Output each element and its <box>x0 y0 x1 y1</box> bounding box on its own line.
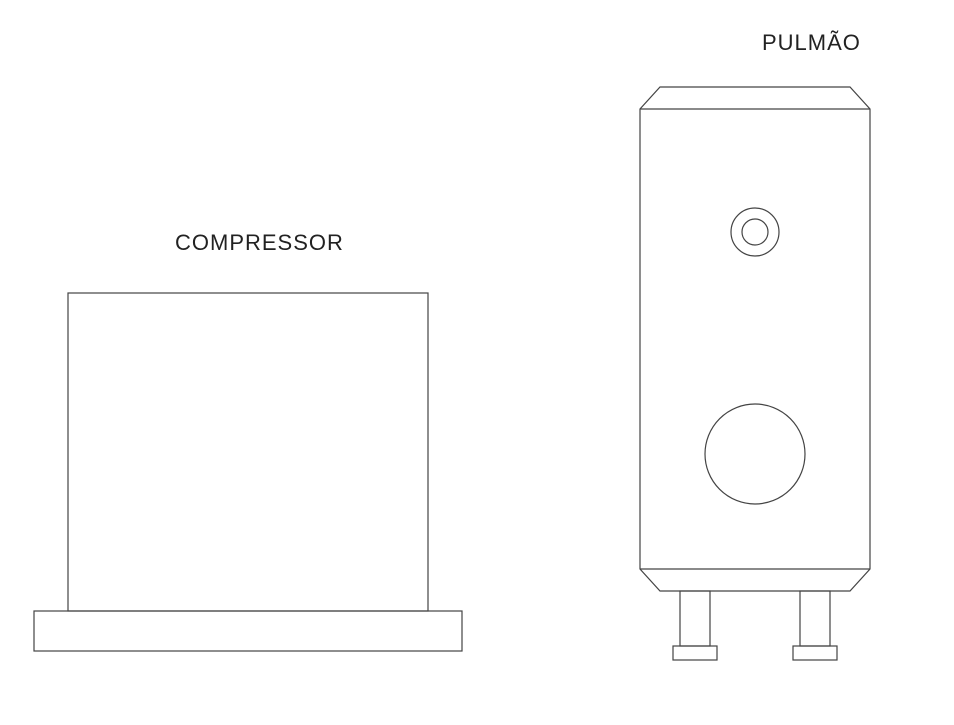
compressor-base <box>34 611 462 651</box>
tank-upper-port-outer <box>731 208 779 256</box>
tank-upper-port-inner <box>742 219 768 245</box>
tank-lower-port <box>705 404 805 504</box>
tank-leg-foot-1 <box>673 646 717 660</box>
tank-leg-2 <box>800 591 830 646</box>
technical-drawing-svg <box>0 0 954 725</box>
tank-leg-foot-2 <box>793 646 837 660</box>
tank-vessel-outline <box>640 87 870 591</box>
compressor-body <box>68 293 428 611</box>
tank-leg-1 <box>680 591 710 646</box>
